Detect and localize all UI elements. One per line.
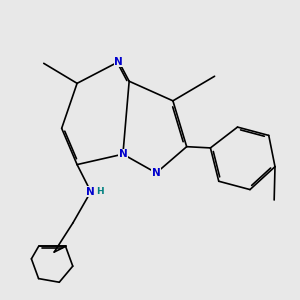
Text: N: N xyxy=(118,149,127,159)
Text: N: N xyxy=(86,187,95,197)
Text: N: N xyxy=(152,168,161,178)
Text: N: N xyxy=(114,57,123,67)
Text: H: H xyxy=(96,187,103,196)
